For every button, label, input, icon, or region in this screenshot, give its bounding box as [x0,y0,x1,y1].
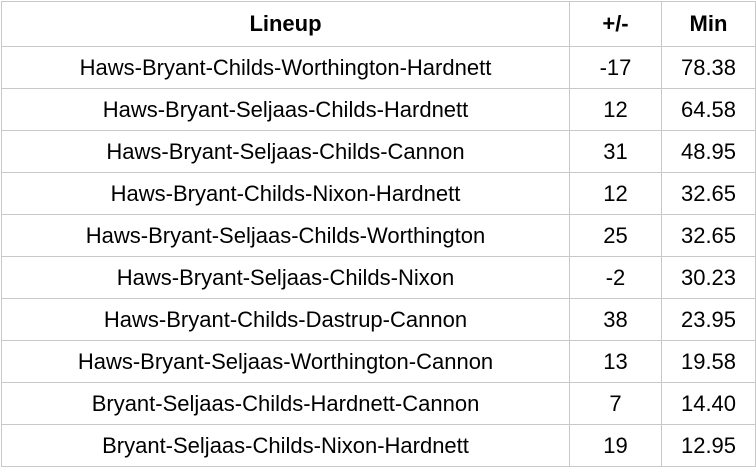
lineup-cell: Haws-Bryant-Seljaas-Childs-Cannon [1,130,570,173]
lineup-cell: Haws-Bryant-Seljaas-Worthington-Cannon [1,340,570,383]
plus-minus-cell: -2 [569,256,662,299]
table-header: Lineup +/- Min [1,1,756,47]
lineup-cell: Haws-Bryant-Childs-Nixon-Hardnett [1,172,570,215]
minutes-cell: 30.23 [661,256,756,299]
table-row: Haws-Bryant-Childs-Dastrup-Cannon 38 23.95 [1,298,756,341]
header-cell: Lineup [1,1,570,47]
table-row: Haws-Bryant-Seljaas-Childs-Cannon 31 48.95 [1,130,756,173]
minutes-cell: 19.58 [661,340,756,383]
plus-minus-cell: 25 [569,214,662,257]
table-row: Bryant-Seljaas-Childs-Hardnett-Cannon 7 14… [1,382,756,425]
plus-minus-cell: 38 [569,298,662,341]
lineup-cell: Bryant-Seljaas-Childs-Hardnett-Cannon [1,382,570,425]
header-cell: Min [661,1,756,47]
lineup-cell: Haws-Bryant-Seljaas-Childs-Nixon [1,256,570,299]
minutes-cell: 32.65 [661,172,756,215]
plus-minus-cell: 31 [569,130,662,173]
minutes-cell: 23.95 [661,298,756,341]
minutes-cell: 32.65 [661,214,756,257]
plus-minus-cell: 7 [569,382,662,425]
table-row: Haws-Bryant-Seljaas-Childs-Hardnett 12 64.… [1,88,756,131]
plus-minus-cell: 13 [569,340,662,383]
plus-minus-cell: 12 [569,172,662,215]
table-body: Haws-Bryant-Childs-Worthington-Hardnett -… [1,46,756,467]
table-row: Haws-Bryant-Seljaas-Childs-Worthington 25… [1,214,756,257]
plus-minus-cell: 19 [569,424,662,467]
table-row: Haws-Bryant-Seljaas-Worthington-Cannon 13… [1,340,756,383]
plus-minus-cell: -17 [569,46,662,89]
table-row: Haws-Bryant-Childs-Worthington-Hardnett -… [1,46,756,89]
minutes-cell: 64.58 [661,88,756,131]
lineup-cell: Haws-Bryant-Seljaas-Childs-Hardnett [1,88,570,131]
minutes-cell: 14.40 [661,382,756,425]
lineup-cell: Haws-Bryant-Seljaas-Childs-Worthington [1,214,570,257]
minutes-cell: 48.95 [661,130,756,173]
table-row: Haws-Bryant-Seljaas-Childs-Nixon -2 30.23 [1,256,756,299]
minutes-cell: 12.95 [661,424,756,467]
table-row: Haws-Bryant-Childs-Nixon-Hardnett 12 32.65 [1,172,756,215]
lineup-cell: Haws-Bryant-Childs-Dastrup-Cannon [1,298,570,341]
lineup-cell: Bryant-Seljaas-Childs-Nixon-Hardnett [1,424,570,467]
minutes-cell: 78.38 [661,46,756,89]
header-row: Lineup +/- Min [1,1,756,47]
lineup-cell: Haws-Bryant-Childs-Worthington-Hardnett [1,46,570,89]
header-cell: +/- [569,1,662,47]
table-row: Bryant-Seljaas-Childs-Nixon-Hardnett 19 12… [1,424,756,467]
plus-minus-cell: 12 [569,88,662,131]
